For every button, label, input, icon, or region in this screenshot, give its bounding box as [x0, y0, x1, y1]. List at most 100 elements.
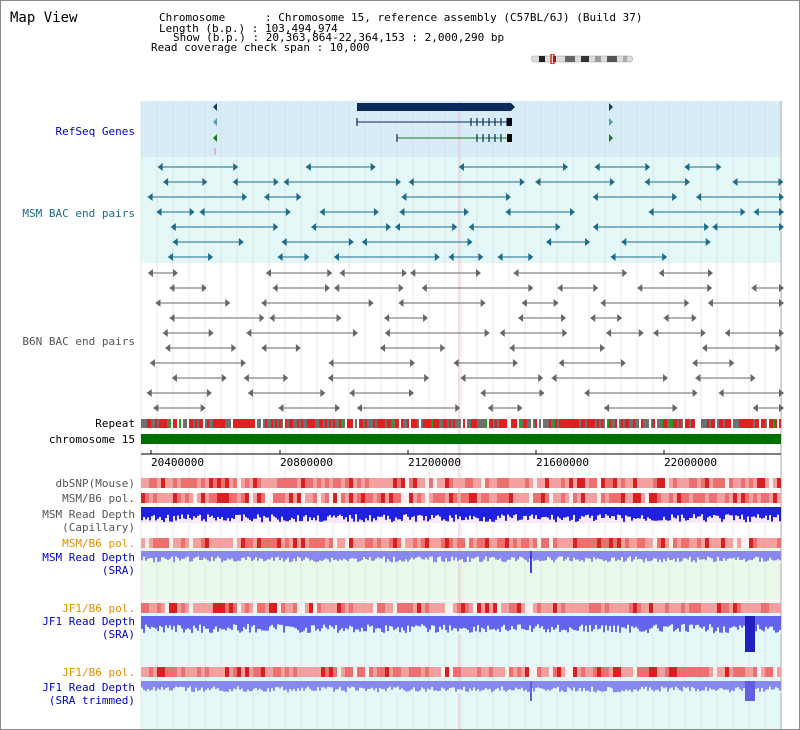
pol-cell: [393, 493, 397, 503]
pol-cell: [765, 493, 769, 503]
pol-cell: [521, 538, 525, 548]
label-repeat[interactable]: Repeat: [95, 417, 135, 430]
depth-bar: [383, 681, 385, 689]
repeat-segment: [275, 419, 277, 428]
repeat-segment: [485, 419, 487, 428]
depth-bar: [511, 616, 513, 627]
label-chromosome[interactable]: chromosome 15: [48, 433, 135, 446]
repeat-segment: [705, 419, 707, 428]
pol-cell: [725, 493, 729, 503]
repeat-segment: [325, 419, 327, 428]
repeat-segment: [611, 419, 613, 428]
label-jf1-b6-pol-2[interactable]: JF1/B6 pol.: [62, 666, 135, 679]
pol-cell: [749, 478, 753, 488]
bac-end-marker: [692, 359, 698, 367]
depth-bar: [297, 681, 299, 689]
bac-end-marker: [206, 389, 212, 397]
pol-cell: [317, 667, 321, 677]
depth-bar: [497, 551, 499, 561]
depth-bar: [693, 616, 695, 629]
pol-cell: [269, 493, 273, 503]
label-refseq-genes[interactable]: RefSeq Genes: [55, 125, 135, 138]
pol-cell: [325, 667, 329, 677]
page-title: Map View: [10, 10, 78, 26]
depth-bar: [271, 616, 273, 625]
depth-bar: [551, 551, 553, 561]
depth-bar: [277, 616, 279, 625]
repeat-segment: [483, 419, 485, 428]
depth-bar: [509, 681, 511, 690]
depth-bar: [321, 681, 323, 688]
pol-cell: [741, 478, 745, 488]
repeat-segment: [175, 419, 177, 428]
repeat-segment: [645, 419, 647, 428]
bac-end-marker: [620, 359, 626, 367]
repeat-segment: [551, 419, 553, 428]
depth-bar: [191, 616, 193, 633]
pol-cell: [517, 603, 521, 613]
depth-bar: [623, 681, 625, 692]
repeat-segment: [503, 419, 505, 428]
label-jf1-read-depth-trimmed[interactable]: JF1 Read Depth (SRA trimmed): [42, 681, 135, 707]
pol-cell: [493, 478, 497, 488]
pol-cell: [501, 538, 505, 548]
repeat-segment: [565, 419, 567, 428]
bac-end-marker: [617, 314, 623, 322]
depth-bar: [349, 616, 351, 626]
depth-bar: [603, 551, 605, 562]
pol-cell: [153, 493, 157, 503]
pol-cell: [213, 478, 217, 488]
pol-cell: [585, 493, 589, 503]
pol-cell: [569, 493, 573, 503]
label-msm-b6-pol[interactable]: MSM/B6 pol.: [62, 492, 135, 505]
label-msm-bac[interactable]: MSM BAC end pairs: [22, 207, 135, 220]
axis-tick-label: 21600000: [536, 456, 589, 469]
bac-end-marker: [475, 269, 481, 277]
pol-cell: [589, 478, 593, 488]
depth-bar: [311, 681, 313, 691]
depth-bar: [739, 507, 741, 520]
bac-end-marker: [750, 374, 756, 382]
depth-bar: [383, 551, 385, 557]
info-show-range: Show (b.p.) : 20,363,864-22,364,153 : 2,…: [173, 31, 505, 44]
label-jf1-read-depth-sra[interactable]: JF1 Read Depth (SRA): [42, 615, 135, 641]
depth-bar: [269, 551, 271, 560]
depth-bar: [685, 551, 687, 559]
depth-bar: [453, 681, 455, 688]
depth-bar: [759, 616, 761, 629]
repeat-segment: [741, 419, 743, 428]
pol-cell: [217, 538, 221, 548]
label-msm-read-depth-capillary[interactable]: MSM Read Depth (Capillary): [42, 508, 135, 534]
label-jf1-b6-pol[interactable]: JF1/B6 pol.: [62, 602, 135, 615]
pol-cell: [721, 603, 725, 613]
depth-bar: [329, 616, 331, 626]
pol-cell: [289, 603, 293, 613]
repeat-segment: [197, 419, 199, 428]
depth-bar: [325, 507, 327, 521]
depth-bar: [585, 507, 587, 516]
pol-cell: [429, 603, 433, 613]
pol-cell: [145, 493, 149, 503]
label-msm-b6-pol-2[interactable]: MSM/B6 pol.: [62, 537, 135, 550]
pol-cell: [329, 478, 333, 488]
pol-cell: [685, 667, 689, 677]
label-msm-read-depth-sra[interactable]: MSM Read Depth (SRA): [42, 551, 135, 577]
depth-bar: [621, 551, 623, 558]
label-dbsnp[interactable]: dbSNP(Mouse): [55, 477, 135, 490]
pol-cell: [657, 603, 661, 613]
depth-bar: [425, 616, 427, 628]
depth-bar: [243, 551, 245, 558]
depth-bar: [691, 616, 693, 625]
pol-cell: [581, 538, 585, 548]
repeat-segment: [233, 419, 235, 428]
pol-cell: [245, 538, 249, 548]
depth-bar: [425, 551, 427, 558]
repeat-segment: [623, 419, 625, 428]
chromosome-ideogram[interactable]: [531, 54, 633, 64]
pol-cell: [269, 538, 273, 548]
label-b6n-bac[interactable]: B6N BAC end pairs: [22, 335, 135, 348]
pol-cell: [665, 667, 669, 677]
bac-end-marker: [606, 329, 612, 337]
depth-bar: [593, 616, 595, 630]
